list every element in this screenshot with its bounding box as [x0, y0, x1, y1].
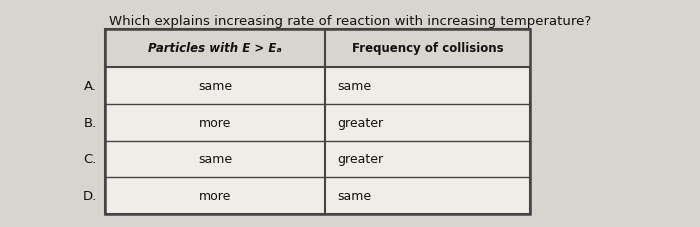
Text: same: same — [198, 79, 232, 92]
Text: B.: B. — [84, 116, 97, 129]
Text: D.: D. — [83, 189, 97, 202]
Bar — [105, 30, 530, 214]
Text: same: same — [337, 79, 371, 92]
Text: more: more — [199, 116, 231, 129]
Text: C.: C. — [83, 153, 97, 166]
Text: more: more — [199, 189, 231, 202]
Text: greater: greater — [337, 116, 383, 129]
Text: same: same — [337, 189, 371, 202]
Text: Frequency of collisions: Frequency of collisions — [351, 42, 503, 55]
Text: same: same — [198, 153, 232, 166]
Text: Particles with E > Eₐ: Particles with E > Eₐ — [148, 42, 282, 55]
Bar — [105, 30, 530, 68]
Text: greater: greater — [337, 153, 383, 166]
Bar — [105, 30, 530, 214]
Text: Which explains increasing rate of reaction with increasing temperature?: Which explains increasing rate of reacti… — [109, 15, 591, 28]
Text: A.: A. — [84, 79, 97, 92]
